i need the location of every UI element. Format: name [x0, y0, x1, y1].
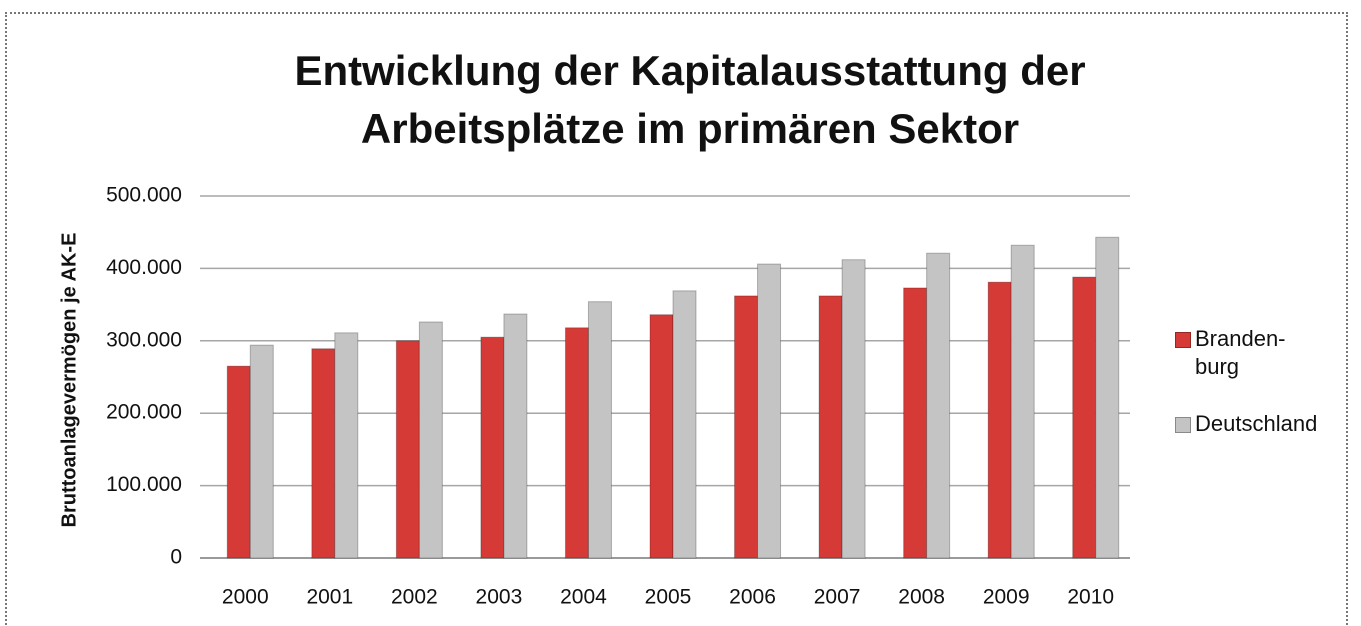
- x-tick-label: 2007: [814, 586, 861, 609]
- legend-label: Branden-burg: [1195, 326, 1286, 379]
- legend-item: Branden-burg: [1175, 325, 1325, 381]
- bar: [903, 287, 928, 559]
- bar: [672, 290, 697, 559]
- x-tick-label: 2006: [729, 586, 776, 609]
- bar: [418, 321, 443, 559]
- x-tick-label: 2000: [222, 586, 269, 609]
- bar: [249, 344, 274, 559]
- y-tick-label: 200.000: [106, 401, 182, 424]
- bar: [503, 313, 528, 559]
- bar: [480, 336, 505, 559]
- y-tick-label: 500.000: [106, 184, 182, 207]
- bar: [564, 327, 589, 559]
- bar: [734, 295, 759, 559]
- bar: [334, 332, 359, 559]
- frame: [5, 12, 1348, 626]
- y-tick-label: 0: [170, 546, 182, 569]
- x-tick-label: 2003: [476, 586, 523, 609]
- bar: [395, 340, 420, 559]
- bar: [987, 281, 1012, 559]
- bar: [587, 301, 612, 559]
- x-tick-label: 2004: [560, 586, 607, 609]
- legend-label: Deutschland: [1195, 411, 1318, 436]
- bar: [649, 314, 674, 559]
- x-tick-label: 2009: [983, 586, 1030, 609]
- bar: [226, 365, 251, 559]
- x-tick-label: 2010: [1067, 586, 1114, 609]
- y-tick-label: 100.000: [106, 473, 182, 496]
- bar: [311, 348, 336, 559]
- bar: [1095, 236, 1120, 559]
- x-tick-label: 2008: [898, 586, 945, 609]
- bar: [1010, 244, 1035, 559]
- x-tick-label: 2005: [645, 586, 692, 609]
- bar: [757, 263, 782, 559]
- bar: [926, 252, 951, 559]
- legend-item: Deutschland: [1175, 410, 1325, 438]
- y-tick-label: 300.000: [106, 328, 182, 351]
- bar: [841, 259, 866, 559]
- x-tick-label: 2001: [306, 586, 353, 609]
- x-tick-label: 2002: [391, 586, 438, 609]
- bar: [1072, 276, 1097, 559]
- legend-swatch: [1175, 332, 1191, 348]
- y-tick-label: 400.000: [106, 256, 182, 279]
- y-axis-label: Bruttoanlagevermögen je AK-E: [58, 233, 80, 528]
- legend-swatch: [1175, 417, 1191, 433]
- bar: [818, 295, 843, 559]
- chart-title: Entwicklung der Kapitalausstattung der A…: [294, 47, 1086, 152]
